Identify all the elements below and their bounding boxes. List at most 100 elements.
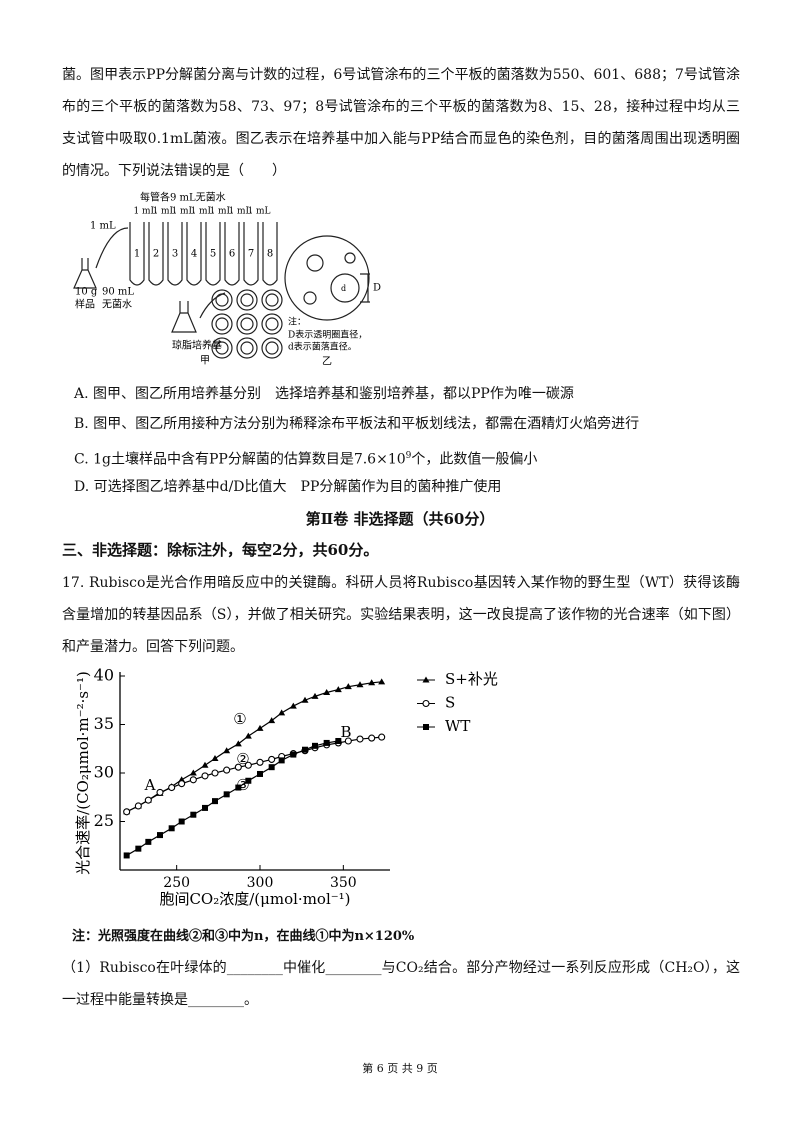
data-point	[344, 737, 352, 745]
data-point	[302, 746, 308, 753]
transfer-label: 1 mL	[190, 207, 213, 217]
data-point	[244, 732, 252, 739]
transfer-label: 1 mL	[228, 207, 251, 217]
plate	[240, 293, 254, 307]
y-tick-label: 25	[94, 811, 114, 830]
data-point	[168, 784, 176, 792]
data-point	[422, 676, 430, 683]
annotation: A	[144, 776, 156, 794]
tube-number: 5	[210, 249, 216, 260]
data-point	[190, 811, 197, 818]
figure-label: 90 mL	[102, 287, 134, 298]
test-tube	[205, 222, 221, 286]
data-point	[134, 802, 142, 810]
series-line	[126, 740, 339, 856]
figure-label: 1 mL	[90, 221, 116, 232]
plate	[236, 313, 258, 335]
transfer-label: 1 mL	[152, 207, 175, 217]
data-point	[235, 784, 242, 791]
data-point	[378, 678, 386, 685]
plate	[215, 341, 229, 355]
data-point	[145, 838, 152, 845]
plate	[265, 341, 279, 355]
legend-label: S+补光	[445, 670, 498, 688]
figure-label: d	[341, 284, 346, 293]
data-point	[189, 769, 197, 776]
data-point	[256, 724, 264, 731]
option: A. 图甲、图乙所用培养基分别 选择培养基和鉴别培养基，都以PP作为唯一碳源	[74, 386, 574, 402]
data-point	[123, 808, 131, 816]
plate	[211, 313, 233, 335]
y-tick-label: 30	[94, 763, 114, 782]
series-line	[126, 681, 382, 813]
data-point	[211, 754, 219, 761]
transfer-label: 1 mL	[171, 207, 194, 217]
data-point	[178, 818, 185, 825]
x-axis-label: 胞间CO₂浓度/(μmol·mol⁻¹)	[159, 890, 350, 908]
plate	[265, 317, 279, 331]
plate	[236, 337, 258, 359]
plate	[211, 289, 233, 311]
figure-label: D	[373, 283, 381, 294]
sub-question: （1）Rubisco在叶绿体的________中催化________与CO₂结合…	[62, 960, 740, 1008]
figure-label: d表示菌落直径。	[288, 341, 357, 353]
option-text: C. 1g土壤样品中含有PP分解菌的估算数目是7.6×10	[74, 451, 406, 468]
annotation: ①	[233, 710, 246, 728]
data-point	[334, 686, 342, 693]
test-tube	[167, 222, 183, 286]
data-point	[201, 761, 209, 768]
legend-label: WT	[445, 717, 470, 735]
data-point	[245, 777, 252, 784]
transfer-label: 1 mL	[133, 207, 156, 217]
data-point	[356, 735, 364, 743]
tube-number: 3	[172, 249, 178, 260]
data-point	[135, 845, 142, 852]
x-tick-label: 300	[247, 875, 274, 891]
data-point	[423, 724, 429, 730]
figure-label: 10 g	[75, 287, 98, 298]
data-point	[301, 696, 309, 703]
plate	[215, 293, 229, 307]
data-point	[156, 788, 164, 796]
figure-label: 乙	[322, 356, 332, 368]
tube-number: 7	[248, 249, 254, 260]
data-point	[178, 780, 186, 788]
data-point	[368, 679, 376, 686]
data-point	[189, 776, 197, 784]
data-point	[290, 751, 297, 758]
question-stem: 菌。图甲表示PP分解菌分离与计数的过程，6号试管涂布的三个平板的菌落数为550、…	[62, 67, 740, 179]
data-point	[312, 742, 318, 749]
annotation: ②	[236, 750, 249, 768]
option: D. 可选择图乙培养基中d/D比值大 PP分解菌作为目的菌种推广使用	[74, 479, 502, 495]
plate	[261, 289, 283, 311]
data-point	[289, 702, 297, 709]
data-point	[278, 757, 285, 764]
data-point	[344, 683, 352, 690]
test-tube	[148, 222, 164, 286]
data-point	[323, 688, 331, 695]
data-point	[311, 692, 319, 699]
tube-number: 4	[191, 249, 197, 260]
figure-label: 甲	[200, 356, 210, 367]
option-text: 个，此数值一般偏小	[411, 451, 538, 468]
test-tube	[186, 222, 202, 286]
plate	[240, 317, 254, 331]
x-tick-label: 350	[330, 875, 357, 891]
test-tube	[262, 222, 278, 286]
figure-label: 每管各9 mL无菌水	[140, 191, 226, 204]
figure-label: 样品	[75, 298, 95, 311]
data-point	[123, 852, 130, 859]
figure-label: 无菌水	[102, 299, 132, 311]
test-tube	[129, 222, 145, 286]
footer: 第 6 页 共 9 页	[362, 1062, 438, 1075]
data-point	[422, 699, 430, 708]
y-tick-label: 40	[94, 666, 114, 685]
data-point	[323, 739, 330, 746]
annotation: ③	[236, 776, 249, 794]
data-point	[223, 791, 230, 798]
data-point	[368, 734, 376, 742]
data-point	[278, 709, 286, 716]
series-line	[126, 736, 382, 813]
option: C. 1g土壤样品中含有PP分解菌的估算数目是7.6×109个，此数值一般偏小	[74, 444, 740, 472]
